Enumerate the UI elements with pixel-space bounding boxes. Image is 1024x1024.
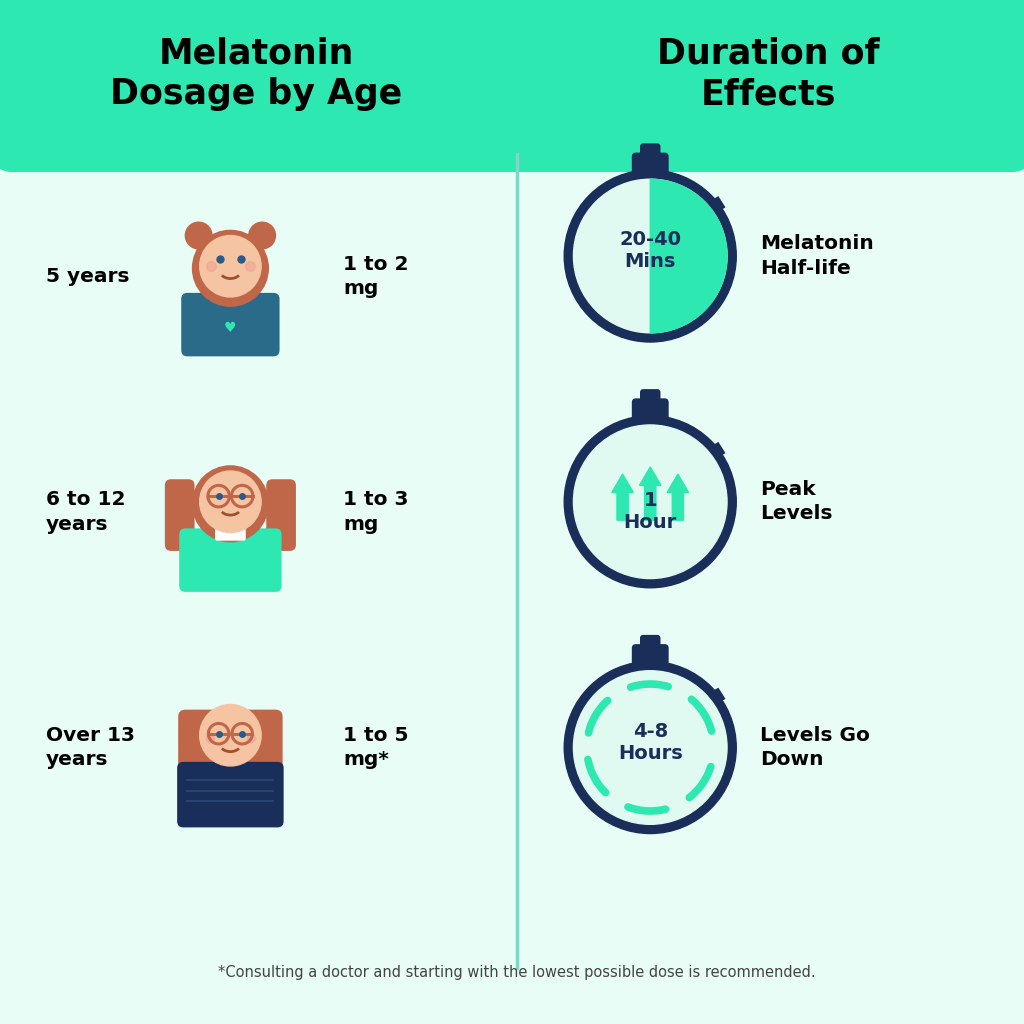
Text: Peak
Levels: Peak Levels: [760, 480, 833, 523]
FancyArrow shape: [668, 474, 688, 520]
Text: 1 to 5
mg*: 1 to 5 mg*: [343, 726, 409, 769]
FancyBboxPatch shape: [181, 293, 280, 356]
Circle shape: [200, 471, 261, 532]
Circle shape: [249, 222, 275, 249]
Polygon shape: [698, 688, 725, 711]
FancyBboxPatch shape: [640, 635, 660, 655]
FancyArrow shape: [612, 474, 633, 520]
Text: 1
Hour: 1 Hour: [624, 492, 677, 532]
Text: 5 years: 5 years: [46, 267, 130, 286]
Text: Over 13
years: Over 13 years: [46, 726, 135, 769]
Text: 6 to 12
years: 6 to 12 years: [46, 490, 126, 534]
Text: *Consulting a doctor and starting with the lowest possible dose is recommended.: *Consulting a doctor and starting with t…: [218, 966, 816, 980]
Text: 1 to 3
mg: 1 to 3 mg: [343, 490, 409, 534]
FancyBboxPatch shape: [179, 528, 282, 592]
Circle shape: [200, 705, 261, 766]
FancyBboxPatch shape: [266, 479, 296, 551]
Circle shape: [573, 425, 727, 579]
Text: 4-8
Hours: 4-8 Hours: [617, 722, 683, 763]
Text: 1 to 2
mg: 1 to 2 mg: [343, 255, 409, 298]
FancyBboxPatch shape: [165, 479, 195, 551]
Circle shape: [564, 662, 736, 834]
FancyBboxPatch shape: [640, 389, 660, 410]
Text: ♥: ♥: [224, 321, 237, 335]
FancyBboxPatch shape: [215, 526, 246, 541]
Circle shape: [193, 230, 268, 306]
Text: Melatonin
Dosage by Age: Melatonin Dosage by Age: [110, 37, 402, 111]
FancyBboxPatch shape: [177, 762, 284, 827]
FancyBboxPatch shape: [12, 113, 1012, 154]
Circle shape: [564, 416, 736, 588]
Text: Melatonin
Half-life: Melatonin Half-life: [760, 234, 873, 278]
FancyBboxPatch shape: [632, 398, 669, 433]
Circle shape: [200, 236, 261, 297]
Circle shape: [185, 222, 212, 249]
Text: Duration of
Effects: Duration of Effects: [656, 37, 880, 111]
Wedge shape: [650, 179, 727, 333]
Polygon shape: [698, 442, 725, 465]
Circle shape: [564, 170, 736, 342]
Circle shape: [573, 671, 727, 824]
FancyBboxPatch shape: [0, 0, 1024, 172]
FancyBboxPatch shape: [632, 644, 669, 679]
FancyBboxPatch shape: [640, 143, 660, 164]
FancyBboxPatch shape: [178, 710, 283, 826]
FancyBboxPatch shape: [632, 153, 669, 187]
Polygon shape: [698, 197, 725, 220]
Circle shape: [573, 179, 727, 333]
Circle shape: [193, 466, 268, 542]
Text: Levels Go
Down: Levels Go Down: [760, 726, 869, 769]
FancyArrow shape: [639, 467, 662, 520]
Text: 20-40
Mins: 20-40 Mins: [620, 230, 681, 271]
